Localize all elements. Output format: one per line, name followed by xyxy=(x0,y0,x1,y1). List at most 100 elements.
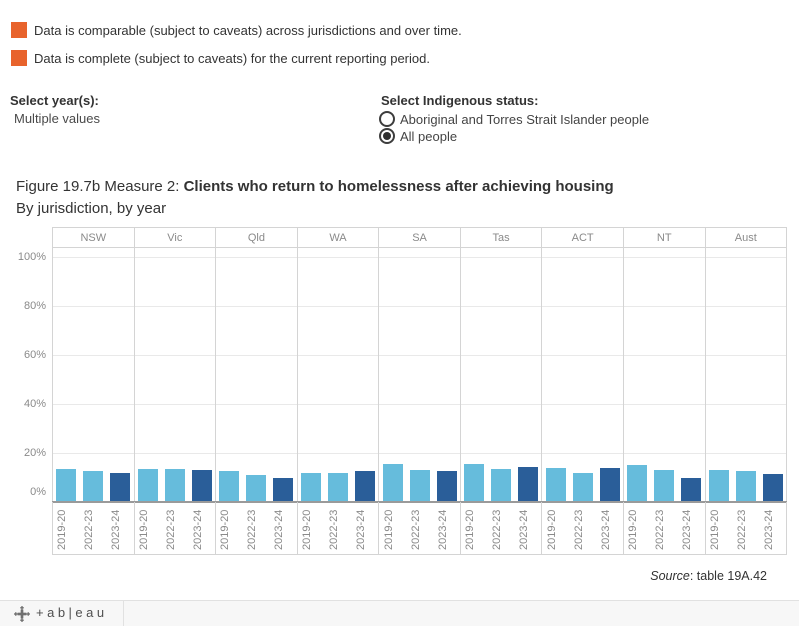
bar-act-2023-24[interactable] xyxy=(599,467,620,502)
bar-sa-2019-20[interactable] xyxy=(382,464,403,502)
chart-plot-area xyxy=(52,248,788,502)
tableau-wordmark: +ab|eau xyxy=(36,605,108,620)
jurisdiction-header: Tas xyxy=(461,228,543,247)
jurisdiction-header: WA xyxy=(298,228,380,247)
x-tick-label: 2019-20 xyxy=(708,509,721,550)
column-nsw xyxy=(53,248,135,502)
column-vic xyxy=(135,248,217,502)
bar-nsw-2023-24[interactable] xyxy=(110,472,131,502)
bar-nt-2019-20[interactable] xyxy=(627,465,648,502)
x-tick-label: 2023-24 xyxy=(599,509,612,550)
column-qld xyxy=(216,248,298,502)
bar-act-2019-20[interactable] xyxy=(545,467,566,502)
x-label-group-vic: 2019-20 2022-23 2023-24 xyxy=(135,502,217,554)
x-tick-label: 2022-23 xyxy=(83,509,96,550)
y-tick-label: 60% xyxy=(23,349,46,362)
x-tick-label: 2022-23 xyxy=(491,509,504,550)
x-tick-label: 2023-24 xyxy=(681,509,694,550)
title-prefix: Figure 19.7b Measure 2: xyxy=(16,178,184,195)
x-label-group-sa: 2019-20 2022-23 2023-24 xyxy=(379,502,461,554)
bar-aust-2022-23[interactable] xyxy=(735,471,756,502)
title-main: Clients who return to homelessness after… xyxy=(183,178,614,195)
bar-tas-2023-24[interactable] xyxy=(518,466,539,502)
bar-vic-2022-23[interactable] xyxy=(164,468,185,502)
figure-title: Figure 19.7b Measure 2: Clients who retu… xyxy=(16,176,614,220)
source-note: Source: table 19A.42 xyxy=(650,569,767,583)
radio-icon xyxy=(379,111,395,127)
jurisdiction-header: ACT xyxy=(542,228,624,247)
x-tick-label: 2023-24 xyxy=(273,509,286,550)
gridline xyxy=(53,355,787,357)
x-label-group-act: 2019-20 2022-23 2023-24 xyxy=(542,502,624,554)
tableau-sparkle-icon xyxy=(14,605,30,622)
x-label-group-tas: 2019-20 2022-23 2023-24 xyxy=(461,502,543,554)
bar-aust-2019-20[interactable] xyxy=(708,470,729,502)
x-tick-label: 2019-20 xyxy=(219,509,232,550)
radio-icon xyxy=(379,128,395,144)
source-word: Source xyxy=(650,569,690,583)
radio-label: All people xyxy=(400,128,458,144)
bar-wa-2022-23[interactable] xyxy=(327,472,348,502)
select-indigenous-label: Select Indigenous status: xyxy=(381,93,539,108)
title-line-1: Figure 19.7b Measure 2: Clients who retu… xyxy=(16,176,614,198)
source-rest: : table 19A.42 xyxy=(689,569,767,583)
gridline xyxy=(53,404,787,406)
radio-label: Aboriginal and Torres Strait Islander pe… xyxy=(400,111,650,127)
bar-act-2022-23[interactable] xyxy=(572,472,593,502)
y-axis-labels: 0% 20% 40% 60% 80% 100% xyxy=(0,0,46,626)
x-tick-label: 2019-20 xyxy=(382,509,395,550)
y-tick-label: 100% xyxy=(17,251,46,264)
x-tick-label: 2022-23 xyxy=(327,509,340,550)
y-tick-label: 0% xyxy=(30,486,46,498)
x-tick-label: 2019-20 xyxy=(627,509,640,550)
orange-square-icon xyxy=(11,22,27,38)
legend-item-complete: Data is complete (subject to caveats) fo… xyxy=(11,50,430,66)
bar-nt-2023-24[interactable] xyxy=(681,477,702,502)
title-subtitle: By jurisdiction, by year xyxy=(16,200,167,217)
radio-all-people[interactable]: All people xyxy=(379,128,457,144)
bar-tas-2019-20[interactable] xyxy=(464,464,485,502)
x-tick-label: 2022-23 xyxy=(654,509,667,550)
x-label-group-qld: 2019-20 2022-23 2023-24 xyxy=(216,502,298,554)
bar-aust-2023-24[interactable] xyxy=(762,473,783,502)
bar-nsw-2019-20[interactable] xyxy=(56,468,77,502)
jurisdiction-header: NSW xyxy=(52,228,135,247)
legend-label: Data is comparable (subject to caveats) … xyxy=(34,22,462,38)
x-tick-label: 2019-20 xyxy=(300,509,313,550)
x-tick-label: 2022-23 xyxy=(164,509,177,550)
year-dropdown[interactable]: Multiple values xyxy=(14,111,100,126)
y-tick-label: 80% xyxy=(23,300,46,313)
x-tick-label: 2022-23 xyxy=(572,509,585,550)
jurisdiction-header: NT xyxy=(624,228,706,247)
x-label-group-aust: 2019-20 2022-23 2023-24 xyxy=(706,502,788,554)
x-axis-line xyxy=(52,501,787,503)
bar-wa-2019-20[interactable] xyxy=(300,472,321,502)
bar-qld-2022-23[interactable] xyxy=(246,475,267,502)
x-tick-label: 2022-23 xyxy=(246,509,259,550)
y-tick-label: 40% xyxy=(23,398,46,411)
x-tick-label: 2022-23 xyxy=(409,509,422,550)
bar-tas-2022-23[interactable] xyxy=(491,468,512,502)
column-tas xyxy=(461,248,543,502)
x-tick-label: 2019-20 xyxy=(545,509,558,550)
jurisdiction-header: Aust xyxy=(706,228,788,247)
bar-qld-2023-24[interactable] xyxy=(273,477,294,502)
bar-vic-2019-20[interactable] xyxy=(137,468,158,502)
bar-nt-2022-23[interactable] xyxy=(654,470,675,502)
bar-sa-2023-24[interactable] xyxy=(436,471,457,502)
bar-qld-2019-20[interactable] xyxy=(219,471,240,502)
bar-wa-2023-24[interactable] xyxy=(354,471,375,502)
x-axis-labels: 2019-20 2022-23 2023-24 2019-20 2022-23 2023-… xyxy=(52,502,788,555)
radio-aboriginal-torres-strait[interactable]: Aboriginal and Torres Strait Islander pe… xyxy=(379,111,649,127)
x-label-group-nsw: 2019-20 2022-23 2023-24 xyxy=(53,502,135,554)
column-aust xyxy=(706,248,788,502)
bar-vic-2023-24[interactable] xyxy=(191,470,212,502)
bar-nsw-2022-23[interactable] xyxy=(83,471,104,502)
bar-sa-2022-23[interactable] xyxy=(409,470,430,502)
tableau-logo-link[interactable]: +ab|eau xyxy=(0,601,124,626)
column-nt xyxy=(624,248,706,502)
x-label-group-nt: 2019-20 2022-23 2023-24 xyxy=(624,502,706,554)
tableau-toolbar: +ab|eau xyxy=(0,600,799,626)
jurisdiction-header: Vic xyxy=(135,228,217,247)
x-tick-label: 2023-24 xyxy=(518,509,531,550)
